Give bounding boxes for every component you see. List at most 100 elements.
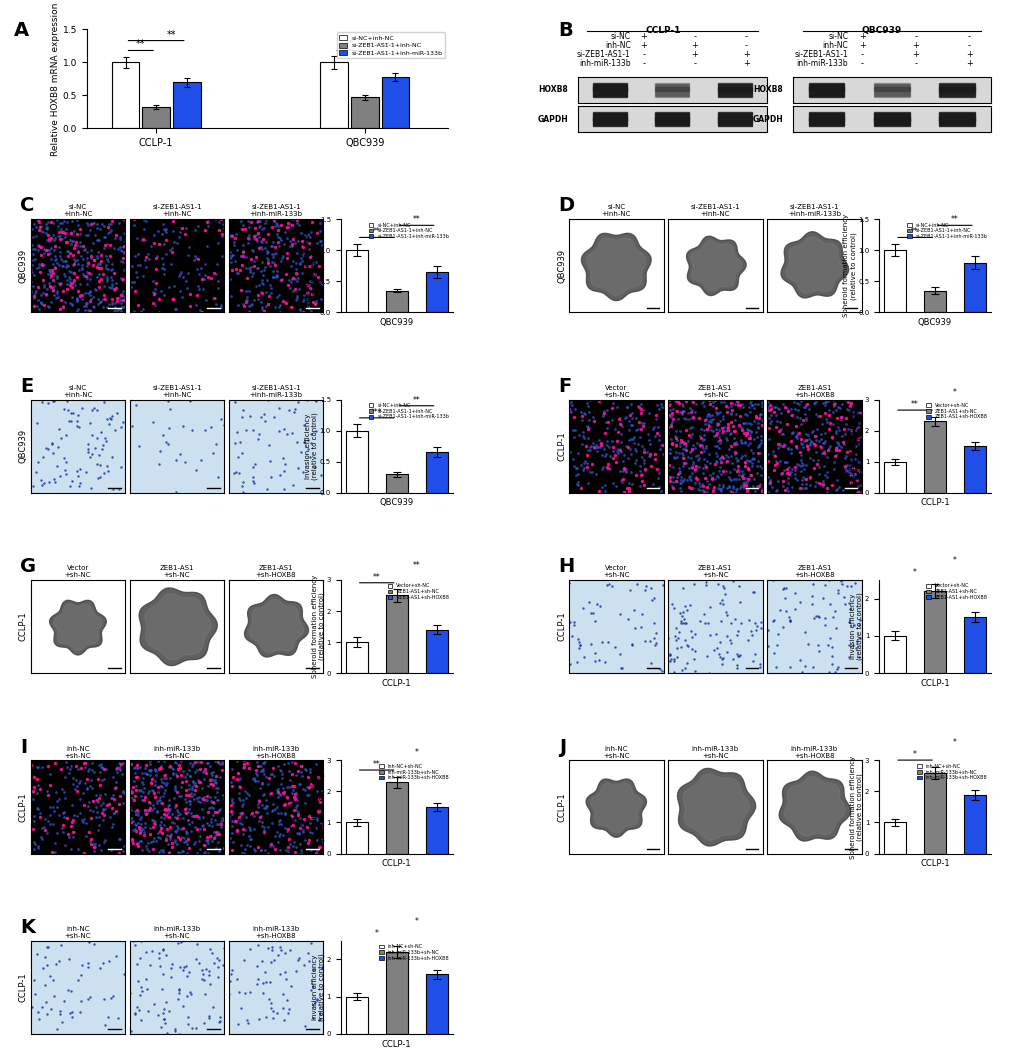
Point bbox=[609, 445, 626, 462]
Point bbox=[796, 480, 812, 497]
Point bbox=[842, 395, 858, 412]
Bar bbox=[717, 115, 751, 116]
Point bbox=[40, 786, 56, 803]
Text: si-ZEB1-AS1-1: si-ZEB1-AS1-1 bbox=[794, 50, 848, 59]
Point bbox=[158, 993, 174, 1010]
Point bbox=[303, 981, 319, 998]
Point bbox=[92, 256, 108, 273]
Point bbox=[44, 843, 60, 860]
Point bbox=[823, 416, 840, 433]
Polygon shape bbox=[590, 783, 641, 833]
Point bbox=[103, 990, 119, 1007]
Point bbox=[827, 472, 844, 489]
Point bbox=[265, 837, 281, 854]
Point bbox=[728, 656, 744, 673]
Point bbox=[237, 294, 254, 311]
Point bbox=[271, 828, 287, 845]
Point bbox=[768, 435, 785, 452]
Point bbox=[92, 254, 108, 271]
Point bbox=[828, 660, 845, 677]
Point bbox=[256, 786, 272, 803]
Point bbox=[799, 636, 815, 653]
Bar bbox=[938, 89, 974, 90]
Point bbox=[686, 626, 702, 643]
Point bbox=[669, 630, 686, 647]
Point bbox=[575, 424, 591, 441]
Point bbox=[24, 999, 41, 1016]
Point bbox=[255, 762, 271, 779]
Point bbox=[181, 754, 198, 771]
Point bbox=[233, 816, 250, 833]
Bar bbox=[873, 115, 909, 116]
Point bbox=[262, 999, 278, 1016]
Point bbox=[589, 596, 605, 613]
Point bbox=[234, 256, 251, 273]
Point bbox=[823, 403, 840, 420]
Point bbox=[305, 285, 321, 302]
Point bbox=[618, 460, 634, 477]
Point bbox=[307, 393, 323, 410]
Point bbox=[230, 765, 247, 782]
Point bbox=[819, 442, 836, 459]
Point bbox=[254, 299, 270, 316]
Point bbox=[173, 220, 190, 237]
Point bbox=[113, 241, 129, 258]
Point bbox=[294, 238, 311, 255]
Point bbox=[790, 456, 806, 473]
Bar bbox=[654, 94, 689, 97]
Point bbox=[82, 292, 98, 309]
Point bbox=[792, 430, 808, 447]
Point bbox=[664, 401, 681, 418]
Point bbox=[63, 278, 79, 295]
Point bbox=[661, 646, 678, 663]
Point bbox=[583, 464, 599, 481]
Point bbox=[161, 792, 177, 808]
Point bbox=[717, 447, 734, 464]
Point bbox=[719, 418, 736, 435]
Point bbox=[623, 446, 639, 463]
Point bbox=[32, 237, 48, 254]
Point bbox=[176, 830, 193, 847]
Point bbox=[121, 799, 138, 816]
Point bbox=[738, 483, 754, 500]
Point bbox=[737, 469, 753, 486]
Point bbox=[104, 818, 120, 835]
Point bbox=[125, 274, 142, 291]
Point bbox=[570, 640, 586, 657]
Point bbox=[43, 1001, 59, 1017]
Title: si-NC
+inh-NC: si-NC +inh-NC bbox=[63, 385, 93, 398]
Point bbox=[79, 255, 96, 272]
Point bbox=[103, 411, 119, 428]
Point bbox=[707, 421, 723, 438]
Point bbox=[791, 396, 807, 413]
Point bbox=[181, 767, 198, 784]
Point bbox=[49, 268, 65, 285]
Point bbox=[36, 240, 52, 257]
Point bbox=[191, 265, 207, 282]
Point bbox=[195, 764, 211, 781]
Point bbox=[133, 841, 150, 858]
Point bbox=[161, 802, 177, 819]
Point bbox=[667, 436, 684, 453]
Point bbox=[46, 471, 62, 488]
Point bbox=[186, 763, 203, 780]
Point bbox=[277, 455, 293, 472]
Point bbox=[60, 257, 76, 274]
Point bbox=[257, 841, 273, 858]
Point bbox=[838, 410, 854, 427]
Point bbox=[790, 424, 806, 441]
Point bbox=[100, 1009, 116, 1026]
Point bbox=[807, 432, 823, 449]
Point bbox=[847, 639, 863, 656]
X-axis label: CCLP-1: CCLP-1 bbox=[381, 859, 411, 868]
Bar bbox=[873, 86, 909, 87]
Point bbox=[178, 968, 195, 985]
Point bbox=[288, 797, 305, 814]
Text: -: - bbox=[860, 58, 863, 68]
Point bbox=[149, 247, 165, 264]
Point bbox=[623, 464, 639, 481]
Title: inh-NC
+sh-NC: inh-NC +sh-NC bbox=[64, 926, 91, 939]
Point bbox=[223, 793, 239, 810]
Point bbox=[86, 289, 102, 306]
Point bbox=[305, 978, 321, 995]
